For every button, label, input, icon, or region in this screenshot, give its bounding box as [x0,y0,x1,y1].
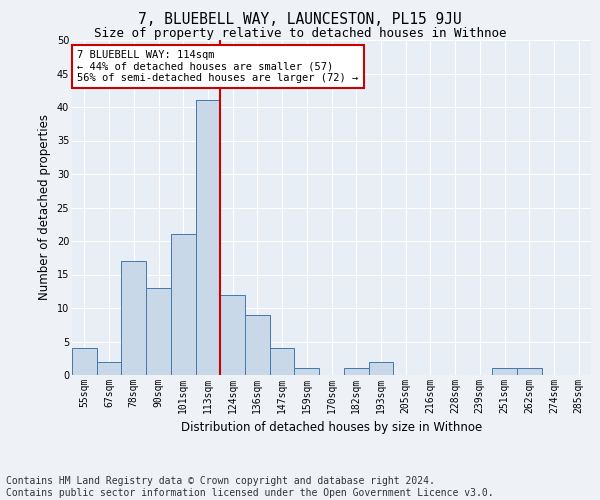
Bar [121,261,146,375]
Bar [245,314,270,375]
Bar [72,348,97,375]
Bar [220,294,245,375]
Text: Size of property relative to detached houses in Withnoe: Size of property relative to detached ho… [94,28,506,40]
Y-axis label: Number of detached properties: Number of detached properties [38,114,51,300]
Bar [97,362,121,375]
Bar [517,368,542,375]
Bar [196,100,220,375]
Text: 7, BLUEBELL WAY, LAUNCESTON, PL15 9JU: 7, BLUEBELL WAY, LAUNCESTON, PL15 9JU [138,12,462,28]
Bar [344,368,368,375]
X-axis label: Distribution of detached houses by size in Withnoe: Distribution of detached houses by size … [181,422,482,434]
Bar [368,362,393,375]
Bar [171,234,196,375]
Bar [146,288,171,375]
Bar [492,368,517,375]
Text: Contains HM Land Registry data © Crown copyright and database right 2024.
Contai: Contains HM Land Registry data © Crown c… [6,476,494,498]
Bar [295,368,319,375]
Bar [270,348,295,375]
Text: 7 BLUEBELL WAY: 114sqm
← 44% of detached houses are smaller (57)
56% of semi-det: 7 BLUEBELL WAY: 114sqm ← 44% of detached… [77,50,358,83]
